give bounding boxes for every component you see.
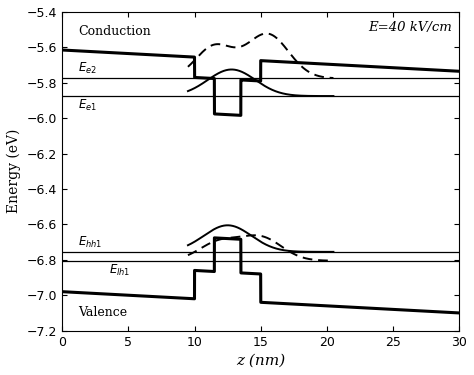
Text: Conduction: Conduction <box>78 25 151 38</box>
Text: $E_{lh1}$: $E_{lh1}$ <box>109 262 130 278</box>
Y-axis label: Energy (eV): Energy (eV) <box>7 129 21 213</box>
Text: $E_{hh1}$: $E_{hh1}$ <box>78 235 102 250</box>
X-axis label: z (nm): z (nm) <box>236 354 285 368</box>
Text: Valence: Valence <box>78 306 127 320</box>
Text: $E_{e1}$: $E_{e1}$ <box>78 98 97 113</box>
Text: $E_{e2}$: $E_{e2}$ <box>78 61 97 76</box>
Text: E=40 kV/cm: E=40 kV/cm <box>369 21 453 34</box>
